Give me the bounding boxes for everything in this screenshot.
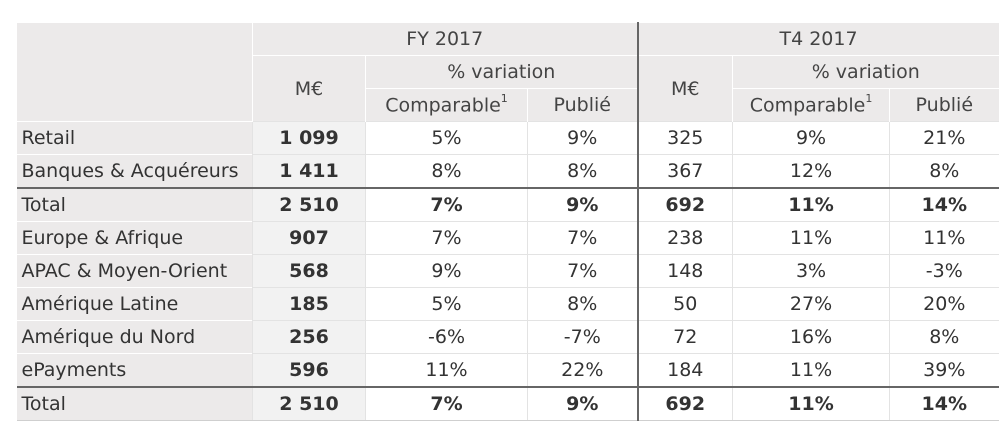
header-row-2: M€ % variation M€ % variation <box>17 55 999 122</box>
q4-published-cell: 21% <box>889 121 999 155</box>
q4-me-cell: 50 <box>636 287 733 321</box>
fy-me-cell: 907 <box>252 221 366 255</box>
total-row: Total 2 510 7% 9% 692 11% 14% <box>16 187 999 222</box>
fy-comparable-cell: 5% <box>365 121 528 155</box>
q4-comparable-cell: 27% <box>732 287 890 321</box>
fy-me-cell: 2 510 <box>252 386 366 421</box>
q4-me-cell: 692 <box>636 187 733 222</box>
fy-me-cell: 185 <box>252 287 366 321</box>
row-label: Retail <box>16 121 253 155</box>
row-label: ePayments <box>16 353 253 387</box>
q4-comparable-footnote: 1 <box>865 91 873 105</box>
fy-comparable-footnote: 1 <box>500 91 508 105</box>
q4-published-cell: 14% <box>889 187 999 222</box>
fy-me-header: M€ <box>252 55 366 122</box>
fy-published-cell: -7% <box>526 320 638 354</box>
revenue-table: FY 2017 T4 2017 M€ % variation M€ % vari… <box>16 22 999 421</box>
table-row: Retail 1 099 5% 9% 325 9% 21% <box>16 121 999 155</box>
table-row: Amérique Latine 185 5% 8% 50 27% 20% <box>16 287 999 321</box>
q4-comparable-cell: 11% <box>732 221 890 255</box>
row-label: APAC & Moyen-Orient <box>16 254 253 288</box>
row-label: Total <box>16 386 253 421</box>
row-label: Amérique Latine <box>16 287 253 321</box>
fy-me-cell: 568 <box>252 254 366 288</box>
fy-2017-header: FY 2017 <box>251 22 638 56</box>
q4-comparable-cell: 11% <box>732 386 890 421</box>
q4-comparable-cell: 3% <box>732 254 890 288</box>
q4-me-cell: 367 <box>636 154 733 188</box>
fy-published-cell: 22% <box>526 353 638 387</box>
q4-me-cell: 692 <box>636 386 733 421</box>
fy-published-cell: 7% <box>526 254 638 288</box>
fy-published-cell: 7% <box>526 221 638 255</box>
q4-published-header: Publié <box>889 88 999 122</box>
fy-published-cell: 8% <box>526 154 638 188</box>
fy-me-cell: 2 510 <box>252 187 366 222</box>
q4-published-cell: 20% <box>889 287 999 321</box>
row-label: Europe & Afrique <box>16 221 253 255</box>
fy-published-header: Publié <box>526 88 638 122</box>
fy-me-cell: 1 411 <box>252 154 366 188</box>
fy-me-cell: 256 <box>252 320 366 354</box>
q4-me-cell: 184 <box>636 353 733 387</box>
fy-comparable-label: Comparable <box>385 94 501 117</box>
table-row: Europe & Afrique 907 7% 7% 238 11% 11% <box>16 221 999 255</box>
q4-published-cell: 11% <box>889 221 999 255</box>
q4-me-cell: 148 <box>636 254 733 288</box>
q4-published-cell: -3% <box>889 254 999 288</box>
fy-me-cell: 596 <box>252 353 366 387</box>
fy-comparable-cell: 7% <box>365 386 528 421</box>
q4-comparable-label: Comparable <box>749 94 866 117</box>
q4-comparable-cell: 16% <box>732 320 890 354</box>
fy-published-cell: 9% <box>526 187 638 222</box>
q4-comparable-cell: 9% <box>732 121 890 155</box>
fy-comparable-cell: 9% <box>365 254 528 288</box>
q4-comparable-cell: 11% <box>732 187 890 222</box>
fy-comparable-cell: 7% <box>365 221 528 255</box>
q4-me-cell: 72 <box>636 320 733 354</box>
q4-me-cell: 325 <box>636 121 733 155</box>
fy-comparable-cell: -6% <box>365 320 528 354</box>
q4-comparable-cell: 12% <box>732 154 890 188</box>
q4-published-cell: 14% <box>889 386 999 421</box>
fy-comparable-cell: 7% <box>365 187 528 222</box>
row-label: Amérique du Nord <box>16 320 253 354</box>
fy-me-cell: 1 099 <box>252 121 366 155</box>
table-row: ePayments 596 11% 22% 184 11% 39% <box>16 353 999 387</box>
table-row: APAC & Moyen-Orient 568 9% 7% 148 3% -3% <box>16 254 999 288</box>
table-row: Banques & Acquéreurs 1 411 8% 8% 367 12%… <box>16 154 999 188</box>
fy-published-cell: 9% <box>526 386 638 421</box>
header-row-1: FY 2017 T4 2017 <box>16 22 999 122</box>
fy-comparable-cell: 8% <box>365 154 528 188</box>
fy-variation-header: % variation <box>364 55 638 89</box>
row-label: Total <box>16 187 253 222</box>
q4-comparable-cell: 11% <box>732 353 890 387</box>
fy-published-cell: 8% <box>526 287 638 321</box>
fy-comparable-cell: 11% <box>365 353 528 387</box>
q4-comparable-header: Comparable1 <box>732 88 890 122</box>
header-corner <box>16 22 253 122</box>
fy-published-cell: 9% <box>526 121 638 155</box>
q4-me-cell: 238 <box>636 221 733 255</box>
total-row: Total 2 510 7% 9% 692 11% 14% <box>16 386 999 421</box>
q4-2017-header: T4 2017 <box>636 22 999 56</box>
q4-published-cell: 8% <box>889 320 999 354</box>
fy-comparable-cell: 5% <box>365 287 528 321</box>
table-row: Amérique du Nord 256 -6% -7% 72 16% 8% <box>16 320 999 354</box>
q4-me-header: M€ <box>636 55 733 122</box>
q4-published-cell: 8% <box>889 154 999 188</box>
header-row-3: Comparable1 Publié Comparable1 Publié <box>17 88 999 122</box>
row-label: Banques & Acquéreurs <box>16 154 253 188</box>
q4-variation-header: % variation <box>732 55 999 89</box>
fy-comparable-header: Comparable1 <box>365 88 528 122</box>
q4-published-cell: 39% <box>889 353 999 387</box>
